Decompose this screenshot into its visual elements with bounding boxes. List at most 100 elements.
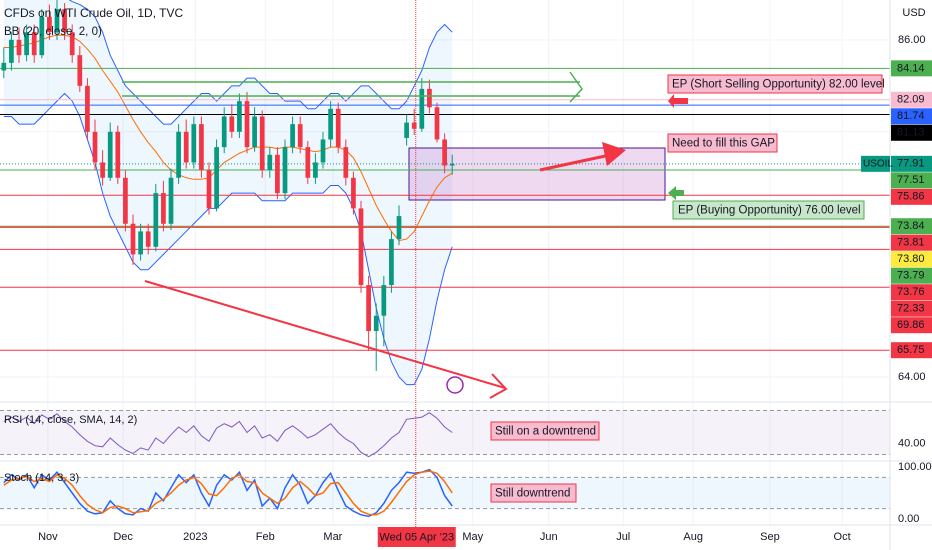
arrow-head [602,142,626,166]
y-tick-label: 86.00 [898,34,926,46]
candle-body [252,116,257,148]
candle-body [358,208,364,286]
candle-body [419,88,425,129]
level-label: 73.79 [897,270,925,282]
x-tick-label: Jun [540,531,558,543]
drawings: EP (Short Selling Opportunity) 82.00 lev… [122,71,885,503]
candle-body [442,139,447,166]
arrow-head [489,373,508,399]
annotation-box [672,200,865,220]
level-label: 69.86 [897,319,925,331]
annotation: Need to fill this GAP [672,138,775,150]
candle-body [313,162,318,178]
candle-body [381,285,387,316]
annotation: EP (Buying Opportunity) 76.00 level [678,205,861,217]
chart-title: CFDs on WTI Crude Oil, 1D, TVC [4,6,183,20]
candle-body [244,101,250,148]
x-tick-label: Feb [256,531,275,543]
candle-body [9,39,14,63]
candle-body [77,55,83,86]
rsi-band-fill [0,410,890,455]
candle-body [427,88,432,108]
level-label-bg [891,267,932,284]
bb-line [3,92,453,386]
main-layer [0,0,890,518]
rsi-title: RSI (14, close, SMA, 14, 2) [4,414,137,426]
level-label-bg [891,124,932,141]
x-tick-label: Mar [323,531,342,543]
candle-body [396,216,402,240]
candle-body [16,39,22,56]
candle-body [191,124,197,163]
candle-body [373,315,379,332]
indicator-title: BB (20, close, 2, 0) [4,26,102,38]
candle-body [54,9,60,33]
candle-body [221,116,227,148]
level-label-bg [891,284,932,301]
level-label-bg [891,218,932,235]
candle-body [183,131,189,163]
candle-body [62,9,67,33]
level-label: 73.81 [897,237,925,249]
level-label-bg [891,155,932,172]
gap-box [408,147,666,201]
candle-body [282,147,288,194]
stoch-line [3,468,453,518]
candle-body [335,108,341,148]
stoch-tick-label: 100.00 [898,461,932,473]
arrow-line [539,153,611,172]
arrow-head [569,71,583,103]
candle-body [130,223,136,255]
candle-body [320,139,326,163]
candle-body [237,101,242,132]
candle-body [199,124,204,171]
x-tick-label: Dec [113,531,133,543]
candle-body [39,16,45,56]
candle-body [24,32,29,56]
rsi-line [3,412,453,458]
level-label-bg [891,108,932,125]
candle-body [305,147,311,178]
x-tick-label: Jul [616,531,630,543]
candle-body [47,16,52,33]
level-label-bg [891,317,932,334]
candle-body [366,285,371,332]
level-label: 73.80 [897,253,925,265]
candle-body [153,193,159,247]
x-tick-label: Aug [683,531,703,543]
level-label: 81.74 [897,110,925,122]
candle-body [138,231,143,255]
level-label-bg [891,60,932,77]
event-icon[interactable] [446,376,464,394]
annotation-box [667,133,778,153]
candle-body [229,116,235,132]
arrow-marker [668,94,688,108]
level-label-bg [891,172,932,189]
cursor-label: Wed 05 Apr '23 [379,531,454,543]
level-label: 84.14 [897,62,925,74]
level-label: 75.86 [897,191,925,203]
candle-body [328,108,333,140]
candle-body [267,154,273,171]
over-layer: Nov Dec 2023 Feb Mar May Jun Jul Aug Sep Oct 86.00 8… [38,0,932,547]
y-tick-label: 64.00 [898,371,926,383]
arrow-marker [668,186,684,200]
candle-body [85,85,90,132]
bb-line [68,0,453,125]
candle-body [449,163,455,166]
level-label-bg [891,300,932,317]
candle-body [259,116,265,171]
level-label-bg [891,251,932,268]
candle-body [434,107,440,140]
candle-body [100,162,105,178]
symbol-label: USOIL [863,158,893,169]
x-tick-label: Sep [760,531,780,543]
candle-body [115,131,121,178]
candle-body [176,131,181,178]
level-label: 82.09 [897,94,925,106]
level-label: 77.51 [897,174,925,186]
candle-body [290,124,295,148]
currency: USD [902,7,925,19]
x-tick-label: May [462,531,483,543]
